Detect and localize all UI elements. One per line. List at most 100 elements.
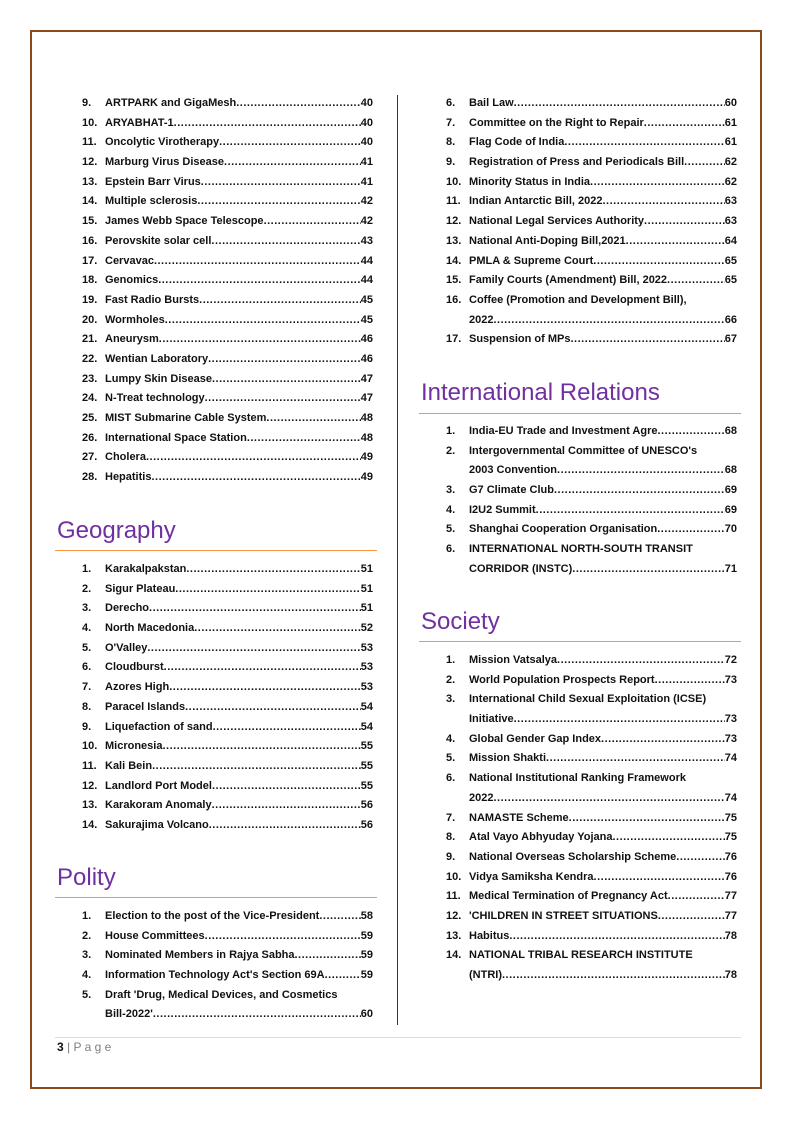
toc-entry[interactable]: 10. ARYABHAT-1 40 (55, 114, 377, 134)
toc-entry[interactable]: 16. Perovskite solar cell 43 (55, 232, 377, 252)
entry-number: 12. (82, 779, 98, 792)
toc-entry-continuation[interactable]: CORRIDOR (INSTC) 71 (419, 560, 741, 580)
toc-entry[interactable]: 12. Marburg Virus Disease 41 (55, 153, 377, 173)
toc-entry[interactable]: 4. I2U2 Summit 69 (419, 501, 741, 521)
toc-entry[interactable]: 16. Coffee (Promotion and Development Bil… (419, 291, 741, 311)
toc-entry-continuation[interactable]: 2022 66 (419, 311, 741, 331)
entry-page: 76 (724, 850, 737, 863)
toc-entry[interactable]: 10. Minority Status in India 62 (419, 173, 741, 193)
toc-entry[interactable]: 2. Sigur Plateau 51 (55, 580, 377, 600)
toc-entry[interactable]: 5. O'Valley 53 (55, 639, 377, 659)
entry-number: 9. (446, 850, 456, 863)
toc-entry[interactable]: 5. Mission Shakti 74 (419, 749, 741, 769)
toc-entry[interactable]: 1. India-EU Trade and Investment Agre 68 (419, 422, 741, 442)
toc-entry[interactable]: 3. Nominated Members in Rajya Sabha 59 (55, 946, 377, 966)
toc-entry[interactable]: 1. Karakalpakstan 51 (55, 560, 377, 580)
toc-entry-continuation[interactable]: Bill-2022' 60 (55, 1005, 377, 1025)
entry-title: Fast Radio Bursts (105, 293, 200, 306)
toc-entry[interactable]: 6. INTERNATIONAL NORTH-SOUTH TRANSIT (419, 540, 741, 560)
toc-entry[interactable]: 13. Karakoram Anomaly 56 (55, 796, 377, 816)
toc-entry[interactable]: 3. Derecho 51 (55, 599, 377, 619)
toc-entry[interactable]: 8. Atal Vayo Abhyuday Yojana 75 (419, 828, 741, 848)
entry-number: 20. (82, 313, 98, 326)
toc-entry[interactable]: 8. Paracel Islands 54 (55, 698, 377, 718)
toc-entry[interactable]: 17. Suspension of MPs 67 (419, 330, 741, 350)
toc-entry[interactable]: 2. House Committees 59 (55, 927, 377, 947)
toc-entry[interactable]: 24. N-Treat technology 47 (55, 389, 377, 409)
entry-number: 14. (446, 254, 462, 267)
toc-entry[interactable]: 19. Fast Radio Bursts 45 (55, 291, 377, 311)
toc-entry[interactable]: 10. Micronesia 55 (55, 737, 377, 757)
toc-entry[interactable]: 11. Indian Antarctic Bill, 2022 63 (419, 192, 741, 212)
toc-entry[interactable]: 12. 'CHILDREN IN STREET SITUATIONS 77 (419, 907, 741, 927)
entry-number: 1. (82, 563, 92, 575)
toc-entry[interactable]: 13. National Anti-Doping Bill,2021 64 (419, 232, 741, 252)
toc-entry[interactable]: 13. Habitus 78 (419, 927, 741, 947)
toc-entry[interactable]: 26. International Space Station 48 (55, 429, 377, 449)
toc-entry[interactable]: 15. James Webb Space Telescope 42 (55, 212, 377, 232)
toc-entry[interactable]: 7. Committee on the Right to Repair 61 (419, 114, 741, 134)
toc-entry[interactable]: 13. Epstein Barr Virus 41 (55, 173, 377, 193)
toc-entry[interactable]: 4. Global Gender Gap Index 73 (419, 730, 741, 750)
entry-number: 21. (82, 333, 98, 346)
toc-entry[interactable]: 7. NAMASTE Scheme 75 (419, 809, 741, 829)
toc-entry[interactable]: 6. Cloudburst 53 (55, 658, 377, 678)
toc-entry[interactable]: 21. Aneurysm 46 (55, 330, 377, 350)
entry-number: 3. (82, 602, 92, 615)
toc-entry[interactable]: 4. Information Technology Act's Section 6… (55, 966, 377, 986)
entry-number-spacer (446, 560, 469, 580)
toc-entry-continuation[interactable]: 2003 Convention 68 (419, 461, 741, 481)
toc-entry[interactable]: 27. Cholera 49 (55, 448, 377, 468)
toc-entry[interactable]: 9. Liquefaction of sand 54 (55, 718, 377, 738)
toc-entry[interactable]: 22. Wentian Laboratory 46 (55, 350, 377, 370)
entry-number: 8. (82, 700, 92, 713)
toc-entry[interactable]: 3. G7 Climate Club 69 (419, 481, 741, 501)
toc-entry[interactable]: 3. International Child Sexual Exploitatio… (419, 690, 741, 710)
toc-entry[interactable]: 12. Landlord Port Model 55 (55, 777, 377, 797)
toc-entry[interactable]: 6. National Institutional Ranking Framewo… (419, 769, 741, 789)
toc-entry[interactable]: 28. Hepatitis 49 (55, 468, 377, 488)
toc-entry[interactable]: 20. Wormholes 45 (55, 311, 377, 331)
entry-number-spacer (446, 710, 469, 730)
entry-title: Mission Shakti (469, 752, 547, 765)
toc-entry[interactable]: 12. National Legal Services Authority 63 (419, 212, 741, 232)
toc-entry[interactable]: 14. NATIONAL TRIBAL RESEARCH INSTITUTE (419, 946, 741, 966)
toc-entry[interactable]: 2. World Population Prospects Report 73 (419, 671, 741, 691)
toc-entry[interactable]: 4. North Macedonia 52 (55, 619, 377, 639)
entry-page: 51 (360, 563, 373, 575)
toc-entry[interactable]: 25. MIST Submarine Cable System 48 (55, 409, 377, 429)
dot-leader (514, 710, 725, 730)
toc-entry[interactable]: 23. Lumpy Skin Disease 47 (55, 370, 377, 390)
dot-leader (247, 429, 361, 449)
toc-entry[interactable]: 5. Draft 'Drug, Medical Devices, and Cosm… (55, 986, 377, 1006)
entry-number: 10. (446, 175, 462, 188)
toc-entry[interactable]: 14. Multiple sclerosis 42 (55, 192, 377, 212)
toc-entry[interactable]: 14. PMLA & Supreme Court 65 (419, 252, 741, 272)
toc-entry[interactable]: 10. Vidya Samiksha Kendra 76 (419, 868, 741, 888)
entry-title: Liquefaction of sand (105, 720, 213, 733)
section-rule (55, 550, 377, 551)
toc-entry[interactable]: 6. Bail Law 60 (419, 94, 741, 114)
toc-entry[interactable]: 8. Flag Code of India 61 (419, 133, 741, 153)
toc-entry[interactable]: 1. Election to the post of the Vice-Presi… (55, 907, 377, 927)
toc-entry[interactable]: 2. Intergovernmental Committee of UNESCO'… (419, 442, 741, 462)
entry-number: 22. (82, 352, 98, 365)
toc-entry[interactable]: 18. Genomics 44 (55, 271, 377, 291)
toc-entry[interactable]: 7. Azores High 53 (55, 678, 377, 698)
toc-entry[interactable]: 15. Family Courts (Amendment) Bill, 2022 6… (419, 271, 741, 291)
toc-entry-continuation[interactable]: (NTRI) 78 (419, 966, 741, 986)
toc-entry[interactable]: 14. Sakurajima Volcano 56 (55, 816, 377, 836)
toc-entry[interactable]: 11. Medical Termination of Pregnancy Act 7… (419, 887, 741, 907)
toc-entry[interactable]: 5. Shanghai Cooperation Organisation 70 (419, 520, 741, 540)
toc-entry[interactable]: 9. Registration of Press and Periodicals … (419, 153, 741, 173)
toc-entry[interactable]: 11. Kali Bein 55 (55, 757, 377, 777)
toc-entry[interactable]: 9. National Overseas Scholarship Scheme 76 (419, 848, 741, 868)
toc-entry[interactable]: 17. Cervavac 44 (55, 252, 377, 272)
dot-leader (668, 887, 725, 907)
toc-entry[interactable]: 1. Mission Vatsalya 72 (419, 651, 741, 671)
toc-entry[interactable]: 11. Oncolytic Virotherapy 40 (55, 133, 377, 153)
entry-page: 74 (724, 752, 737, 765)
toc-entry-continuation[interactable]: Initiative 73 (419, 710, 741, 730)
toc-entry[interactable]: 9. ARTPARK and GigaMesh 40 (55, 94, 377, 114)
toc-entry-continuation[interactable]: 2022 74 (419, 789, 741, 809)
